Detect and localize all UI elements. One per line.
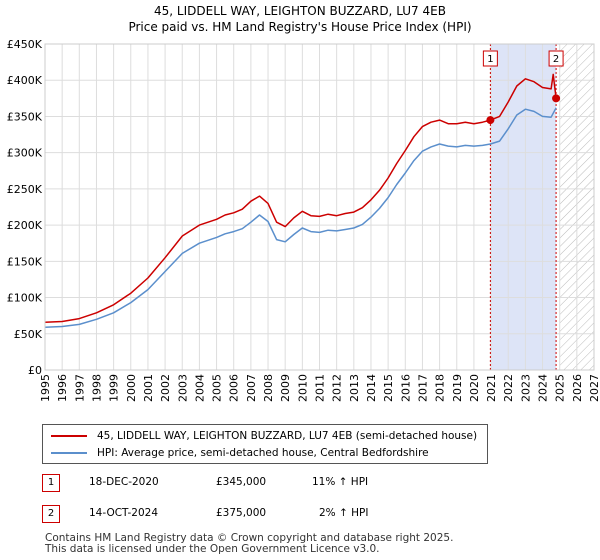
sale-point	[486, 116, 495, 125]
y-tick-label: £200K	[7, 219, 43, 232]
x-tick-label: 2027	[588, 374, 600, 402]
y-tick-label: £150K	[7, 255, 43, 268]
sale-point	[552, 94, 561, 103]
x-tick-label: 2010	[296, 374, 309, 402]
x-tick-label: 2015	[382, 374, 395, 402]
legend-item-property: 45, LIDDELL WAY, LEIGHTON BUZZARD, LU7 4…	[51, 429, 477, 443]
chart-legend: 45, LIDDELL WAY, LEIGHTON BUZZARD, LU7 4…	[42, 424, 488, 464]
legend-swatch-property	[51, 435, 87, 437]
x-tick-label: 1995	[39, 374, 52, 402]
plot-border	[44, 43, 595, 371]
x-tick-label: 2003	[176, 374, 189, 402]
legend-swatch-hpi	[51, 452, 87, 454]
transaction-date: 14-OCT-2024	[89, 507, 158, 519]
transaction-badge: 1	[42, 474, 60, 492]
y-tick-label: £0	[28, 364, 42, 377]
x-tick-label: 2013	[348, 374, 361, 402]
y-tick-label: £250K	[7, 183, 43, 196]
x-tick-label: 2022	[502, 374, 515, 402]
x-tick-label: 2011	[314, 374, 327, 402]
x-tick-label: 2007	[245, 374, 258, 402]
x-tick-label: 2002	[159, 374, 172, 402]
x-tick-label: 1997	[73, 374, 86, 402]
x-tick-label: 2009	[279, 374, 292, 402]
x-tick-label: 2018	[434, 374, 447, 402]
footer-copyright: Contains HM Land Registry data © Crown c…	[45, 532, 454, 544]
x-tick-label: 2014	[365, 374, 378, 402]
x-tick-label: 2005	[211, 374, 224, 402]
sale-badge-label: 2	[553, 54, 559, 65]
x-tick-label: 2000	[125, 374, 138, 402]
sale-badge	[482, 50, 498, 67]
chart-title-line2: Price paid vs. HM Land Registry's House …	[128, 20, 472, 34]
x-tick-label: 2024	[537, 374, 550, 402]
y-tick-label: £450K	[7, 38, 43, 51]
y-tick-label: £100K	[7, 292, 43, 305]
transaction-date: 18-DEC-2020	[89, 476, 159, 488]
x-tick-label: 2012	[331, 374, 344, 402]
sale-badge	[548, 50, 564, 67]
x-tick-label: 2020	[468, 374, 481, 402]
y-tick-label: £350K	[7, 110, 43, 123]
x-tick-label: 2021	[485, 374, 498, 402]
transaction-row: 1 18-DEC-2020 £345,000 11% ↑ HPI	[42, 474, 562, 492]
chart-title-line1: 45, LIDDELL WAY, LEIGHTON BUZZARD, LU7 4…	[154, 4, 446, 18]
footer-licence: This data is licensed under the Open Gov…	[45, 543, 380, 555]
x-tick-label: 2001	[142, 374, 155, 402]
legend-label-property: 45, LIDDELL WAY, LEIGHTON BUZZARD, LU7 4…	[97, 430, 478, 442]
transaction-price: £345,000	[216, 476, 267, 488]
transaction-badge: 2	[42, 505, 60, 523]
legend-label-hpi: HPI: Average price, semi-detached house,…	[97, 447, 429, 459]
transaction-price: £375,000	[216, 507, 267, 519]
x-tick-label: 1998	[90, 374, 103, 402]
x-tick-label: 2025	[554, 374, 567, 402]
x-tick-label: 2017	[416, 374, 429, 402]
legend-item-hpi: HPI: Average price, semi-detached house,…	[51, 446, 429, 460]
hpi-line	[44, 107, 557, 329]
x-tick-label: 2008	[262, 374, 275, 402]
y-tick-label: £400K	[7, 74, 43, 87]
x-tick-label: 2016	[399, 374, 412, 402]
transaction-row: 2 14-OCT-2024 £375,000 2% ↑ HPI	[42, 505, 562, 523]
x-tick-label: 1999	[108, 374, 121, 402]
price-chart: 1 2 £0 £50K £100K £150K £200K £250K £300K £350K £…	[7, 38, 600, 402]
transaction-hpi: 11% ↑ HPI	[312, 476, 369, 488]
y-tick-label: £50K	[14, 328, 43, 341]
sale-badge-label: 1	[487, 54, 493, 65]
sale-period-shade	[490, 44, 557, 370]
x-tick-label: 1996	[56, 374, 69, 402]
x-tick-label: 2023	[519, 374, 532, 402]
property-price-line	[44, 73, 557, 323]
x-tick-label: 2026	[571, 374, 584, 402]
transaction-hpi: 2% ↑ HPI	[319, 507, 369, 519]
y-tick-label: £300K	[7, 147, 43, 160]
x-tick-label: 2006	[228, 374, 241, 402]
x-tick-label: 2019	[451, 374, 464, 402]
x-tick-label: 2004	[193, 374, 206, 402]
